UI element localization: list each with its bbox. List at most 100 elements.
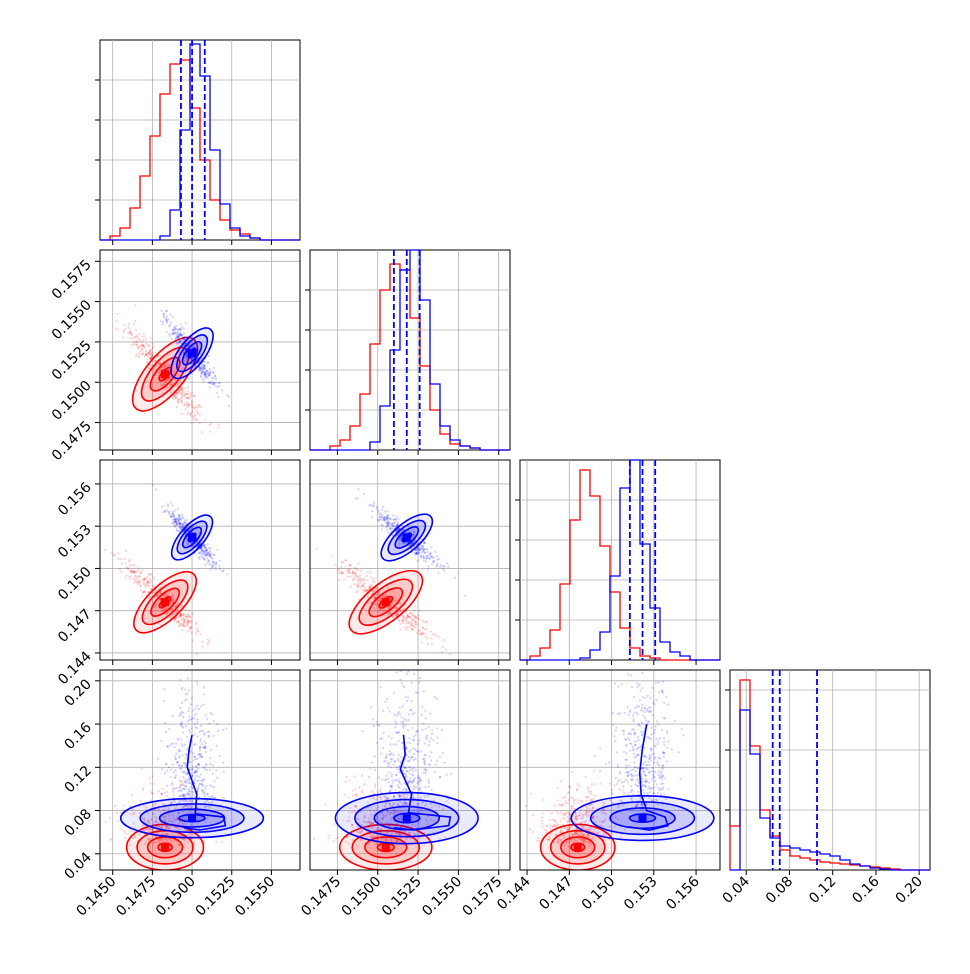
scatter-point [352,570,354,572]
scatter-point [316,548,318,550]
scatter-point [430,546,432,548]
scatter-point [407,756,409,758]
scatter-point [176,761,178,763]
scatter-point [125,833,127,835]
scatter-point [403,686,405,688]
scatter-point [394,761,396,763]
scatter-point [203,766,205,768]
scatter-point [185,782,187,784]
scatter-point [165,795,167,797]
scatter-point [397,521,399,523]
scatter-point [196,771,198,773]
scatter-point [181,688,183,690]
scatter-point [198,731,200,733]
scatter-point [566,821,568,823]
scatter-point [384,511,386,513]
scatter-point [181,771,183,773]
scatter-point [166,745,168,747]
scatter-point [194,723,196,725]
scatter-point [215,562,217,564]
scatter-point [138,354,140,356]
scatter-point [209,368,211,370]
scatter-point [395,722,397,724]
scatter-point [643,770,645,772]
scatter-point [138,346,140,348]
scatter-point [117,329,119,331]
scatter-point [216,549,218,551]
scatter-point [386,525,388,527]
scatter-point [652,770,654,772]
scatter-point [188,715,190,717]
scatter-point [633,775,635,777]
scatter-point [205,751,207,753]
scatter-point [124,328,126,330]
scatter-point [381,514,383,516]
scatter-point [609,783,611,785]
scatter-point [196,628,198,630]
scatter-point [165,310,167,312]
scatter-point [355,568,357,570]
scatter-point [132,341,134,343]
scatter-point [198,776,200,778]
scatter-point [201,553,203,555]
scatter-point [213,554,215,556]
scatter-point [178,786,180,788]
scatter-point [189,761,191,763]
scatter-point [630,791,632,793]
scatter-point [223,797,225,799]
scatter-point [406,700,408,702]
scatter-point [182,525,184,527]
scatter-point [335,837,337,839]
scatter-point [181,780,183,782]
scatter-point [181,335,183,337]
scatter-point [140,350,142,352]
scatter-point [203,693,205,695]
scatter-point [392,754,394,756]
scatter-point [425,555,427,557]
scatter-point [150,337,152,339]
scatter-point [394,726,396,728]
scatter-point [402,720,404,722]
scatter-point [667,703,669,705]
scatter-point [185,773,187,775]
scatter-point [138,338,140,340]
scatter-point [135,355,137,357]
scatter-point [389,743,391,745]
scatter-point [413,788,415,790]
scatter-point [204,714,206,716]
scatter-point [412,770,414,772]
scatter-point [562,797,564,799]
scatter-point [410,709,412,711]
scatter-point [352,789,354,791]
scatter-point [417,743,419,745]
scatter-point [201,431,203,433]
scatter-point [148,578,150,580]
scatter-point [207,638,209,640]
scatter-point [387,532,389,534]
scatter-point [197,764,199,766]
scatter-point [404,766,406,768]
scatter-point [409,777,411,779]
scatter-point [192,613,194,615]
scatter-point [639,699,641,701]
scatter-point [408,737,410,739]
scatter-point [136,344,138,346]
scatter-point [193,717,195,719]
scatter-point [662,788,664,790]
scatter-point [138,351,140,353]
scatter-point [160,320,162,322]
scatter-point [619,712,621,714]
scatter-point [398,662,400,664]
scatter-point [571,771,573,773]
scatter-point [172,397,174,399]
scatter-point [402,722,404,724]
scatter-point [190,719,192,721]
scatter-point [648,781,650,783]
scatter-point [405,629,407,631]
scatter-point [148,777,150,779]
scatter-point [218,385,220,387]
scatter-point [372,505,374,507]
scatter-point [590,790,592,792]
scatter-point [209,431,211,433]
scatter-point [414,748,416,750]
